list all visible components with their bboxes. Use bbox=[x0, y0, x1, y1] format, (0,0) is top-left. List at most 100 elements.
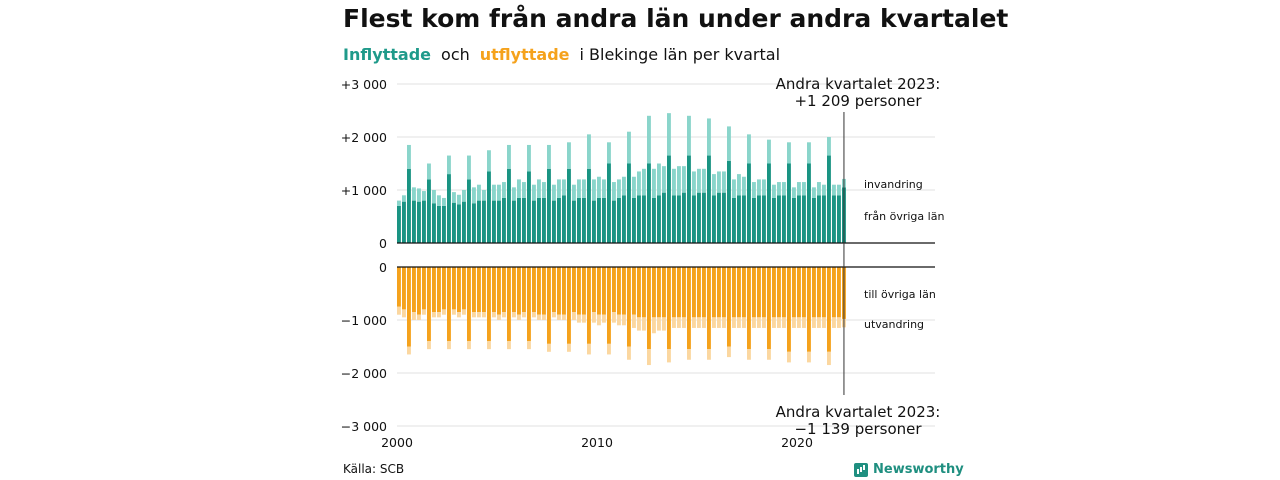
bar-invandring bbox=[572, 184, 576, 201]
bar-fran-ovriga-lan bbox=[717, 192, 721, 243]
bar-utvandring bbox=[417, 314, 421, 320]
bar-utvandring bbox=[457, 312, 461, 318]
bar-utvandring bbox=[802, 317, 806, 328]
bar-invandring bbox=[577, 179, 581, 198]
bar-fran-ovriga-lan bbox=[422, 200, 426, 243]
bar-invandring bbox=[767, 139, 771, 164]
bar-invandring bbox=[532, 184, 536, 201]
bar-utvandring bbox=[727, 346, 731, 358]
y-tick-label: 0 bbox=[379, 260, 387, 275]
bar-invandring bbox=[697, 168, 701, 193]
bar-invandring bbox=[837, 184, 841, 196]
bar-invandring bbox=[517, 179, 521, 198]
y-tick-label: 0 bbox=[379, 236, 387, 251]
bar-till-ovriga-lan bbox=[542, 267, 546, 315]
y-tick-label: −3 000 bbox=[341, 419, 387, 434]
bar-fran-ovriga-lan bbox=[532, 200, 536, 243]
bar-invandring bbox=[492, 184, 496, 201]
bar-fran-ovriga-lan bbox=[482, 200, 486, 243]
bar-invandring bbox=[637, 171, 641, 196]
bar-fran-ovriga-lan bbox=[497, 200, 501, 243]
chart-icon bbox=[854, 462, 868, 477]
bar-fran-ovriga-lan bbox=[442, 205, 446, 243]
bar-fran-ovriga-lan bbox=[832, 195, 836, 243]
bar-fran-ovriga-lan bbox=[407, 168, 411, 243]
bar-utvandring bbox=[532, 312, 536, 318]
bar-till-ovriga-lan bbox=[532, 267, 536, 313]
label-till-ovriga-lan: till övriga län bbox=[864, 288, 936, 301]
bar-fran-ovriga-lan bbox=[437, 205, 441, 243]
bar-fran-ovriga-lan bbox=[397, 205, 401, 243]
bar-utvandring bbox=[487, 341, 491, 350]
bar-invandring bbox=[727, 126, 731, 161]
bar-utvandring bbox=[782, 317, 786, 328]
bar-invandring bbox=[677, 166, 681, 196]
bar-till-ovriga-lan bbox=[397, 267, 401, 307]
bar-fran-ovriga-lan bbox=[747, 163, 751, 243]
bar-fran-ovriga-lan bbox=[542, 197, 546, 243]
bar-fran-ovriga-lan bbox=[452, 202, 456, 243]
bar-utvandring bbox=[552, 312, 556, 318]
bar-utvandring bbox=[767, 349, 771, 360]
bar-utvandring bbox=[547, 343, 551, 352]
bar-fran-ovriga-lan bbox=[697, 192, 701, 243]
bar-fran-ovriga-lan bbox=[447, 174, 451, 243]
y-tick-label: +2 000 bbox=[341, 130, 387, 145]
bar-invandring bbox=[402, 195, 406, 202]
bar-utvandring bbox=[787, 351, 791, 363]
bar-fran-ovriga-lan bbox=[412, 200, 416, 243]
bar-utvandring bbox=[797, 317, 801, 328]
bar-till-ovriga-lan bbox=[587, 267, 591, 344]
bar-till-ovriga-lan bbox=[707, 267, 711, 350]
bar-invandring bbox=[782, 182, 786, 196]
bar-invandring bbox=[777, 182, 781, 196]
y-tick-label: −2 000 bbox=[341, 366, 387, 381]
bar-till-ovriga-lan bbox=[467, 267, 471, 342]
brand-name: Newsworthy bbox=[873, 462, 964, 477]
bar-invandring bbox=[817, 182, 821, 196]
bars bbox=[397, 113, 846, 366]
bar-invandring bbox=[692, 171, 696, 196]
bar-till-ovriga-lan bbox=[497, 267, 501, 315]
bar-utvandring bbox=[692, 317, 696, 328]
bar-till-ovriga-lan bbox=[827, 267, 831, 352]
bar-till-ovriga-lan bbox=[777, 267, 781, 318]
bar-till-ovriga-lan bbox=[492, 267, 496, 313]
bar-fran-ovriga-lan bbox=[752, 197, 756, 243]
bar-invandring bbox=[622, 176, 626, 196]
bar-invandring bbox=[477, 184, 481, 201]
bar-fran-ovriga-lan bbox=[577, 197, 581, 243]
x-tick-label: 2000 bbox=[381, 435, 413, 450]
bar-utvandring bbox=[517, 314, 521, 320]
bar-utvandring bbox=[757, 317, 761, 328]
bar-fran-ovriga-lan bbox=[787, 163, 791, 243]
bar-fran-ovriga-lan bbox=[742, 195, 746, 243]
bar-till-ovriga-lan bbox=[592, 267, 596, 313]
bar-invandring bbox=[417, 188, 421, 202]
bar-invandring bbox=[822, 184, 826, 196]
bar-fran-ovriga-lan bbox=[677, 195, 681, 243]
bar-fran-ovriga-lan bbox=[607, 163, 611, 243]
bar-fran-ovriga-lan bbox=[737, 195, 741, 243]
annotation-bottom-line2: −1 139 personer bbox=[794, 420, 922, 438]
bar-invandring bbox=[547, 144, 551, 169]
bar-fran-ovriga-lan bbox=[427, 179, 431, 243]
bar-invandring bbox=[717, 171, 721, 193]
bar-till-ovriga-lan bbox=[627, 267, 631, 347]
bar-utvandring bbox=[737, 317, 741, 328]
bar-till-ovriga-lan bbox=[817, 267, 821, 318]
bar-utvandring bbox=[602, 314, 606, 323]
bar-fran-ovriga-lan bbox=[812, 197, 816, 243]
bar-invandring bbox=[772, 184, 776, 198]
bar-utvandring bbox=[627, 346, 631, 360]
bar-fran-ovriga-lan bbox=[662, 192, 666, 243]
bar-till-ovriga-lan bbox=[742, 267, 746, 318]
bar-utvandring bbox=[537, 314, 541, 320]
bar-till-ovriga-lan bbox=[622, 267, 626, 315]
bar-fran-ovriga-lan bbox=[762, 195, 766, 243]
bar-fran-ovriga-lan bbox=[672, 195, 676, 243]
bar-fran-ovriga-lan bbox=[557, 197, 561, 243]
bar-utvandring bbox=[482, 312, 486, 318]
bar-till-ovriga-lan bbox=[752, 267, 756, 318]
bar-till-ovriga-lan bbox=[797, 267, 801, 318]
